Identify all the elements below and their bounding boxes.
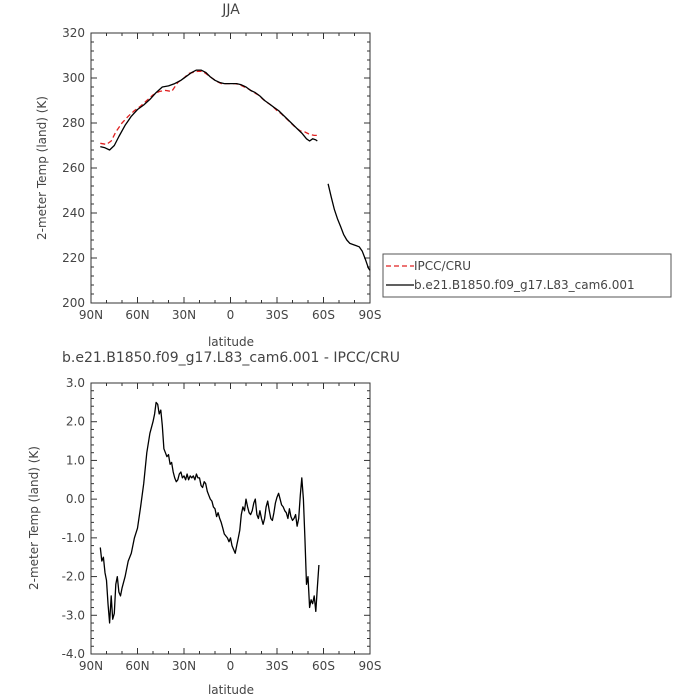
bottom-chart: b.e21.B1850.f09_g17.L83_cam6.001 - IPCC/… — [27, 350, 400, 697]
top-xtick-label: 60S — [312, 308, 335, 322]
top-ytick-label: 260 — [62, 161, 85, 175]
top-ytick-label: 280 — [62, 116, 85, 130]
top-chart: JJA 200 220 240 260 280 300 320 90N 60N 30N 0 30S 6… — [35, 2, 672, 349]
bottom-series — [99, 401, 320, 624]
top-series-1-line-seg1 — [327, 183, 371, 271]
bottom-ytick-label: -3.0 — [62, 608, 85, 622]
top-chart-title: JJA — [221, 2, 240, 18]
bottom-ytick-label: -2.0 — [62, 570, 85, 584]
bottom-chart-xlabel: latitude — [208, 683, 254, 697]
legend: IPCC/CRU b.e21.B1850.f09_g17.L83_cam6.00… — [382, 253, 672, 298]
legend-label-model: b.e21.B1850.f09_g17.L83_cam6.001 — [414, 278, 635, 292]
bottom-xtick-label: 90S — [359, 659, 382, 673]
top-ytick-label: 240 — [62, 206, 85, 220]
bottom-x-ticks: 90N 60N 30N 0 30S 60S 90S — [79, 383, 382, 673]
bottom-ytick-label: 2.0 — [66, 415, 85, 429]
bottom-xtick-label: 90N — [79, 659, 103, 673]
top-series-1-line-seg0 — [100, 69, 318, 151]
top-x-ticks: 90N 60N 30N 0 30S 60S 90S — [79, 33, 382, 322]
top-y-ticks: 200 220 240 260 280 300 320 — [62, 26, 370, 310]
bottom-series-0-line — [99, 401, 320, 624]
top-xtick-label: 0 — [227, 308, 235, 322]
top-ytick-label: 300 — [62, 71, 85, 85]
bottom-chart-frame — [90, 382, 371, 655]
top-ytick-label: 220 — [62, 251, 85, 265]
top-ytick-label: 320 — [62, 26, 85, 40]
bottom-ytick-label: 1.0 — [66, 453, 85, 467]
bottom-xtick-label: 60N — [125, 659, 149, 673]
top-series-0-line — [100, 70, 318, 146]
bottom-chart-title: b.e21.B1850.f09_g17.L83_cam6.001 - IPCC/… — [62, 350, 400, 366]
bottom-ytick-label: -4.0 — [62, 647, 85, 661]
top-xtick-label: 90N — [79, 308, 103, 322]
top-series — [100, 69, 371, 271]
top-xtick-label: 60N — [125, 308, 149, 322]
legend-box — [382, 253, 672, 298]
bottom-ytick-label: 0.0 — [66, 492, 85, 506]
top-xtick-label: 30S — [266, 308, 289, 322]
bottom-chart-ylabel: 2-meter Temp (land) (K) — [27, 446, 41, 590]
bottom-y-ticks: -4.0 -3.0 -2.0 -1.0 0.0 1.0 2.0 3.0 — [62, 376, 370, 661]
bottom-xtick-label: 60S — [312, 659, 335, 673]
bottom-ytick-label: 3.0 — [66, 376, 85, 390]
legend-label-ipcc: IPCC/CRU — [414, 259, 471, 273]
top-chart-frame — [90, 32, 371, 304]
bottom-xtick-label: 0 — [227, 659, 235, 673]
top-ytick-label: 200 — [62, 296, 85, 310]
top-xtick-label: 90S — [359, 308, 382, 322]
top-xtick-label: 30N — [172, 308, 196, 322]
top-chart-ylabel: 2-meter Temp (land) (K) — [35, 96, 49, 240]
bottom-xtick-label: 30N — [172, 659, 196, 673]
bottom-ytick-label: -1.0 — [62, 531, 85, 545]
top-chart-xlabel: latitude — [208, 335, 254, 349]
bottom-xtick-label: 30S — [266, 659, 289, 673]
